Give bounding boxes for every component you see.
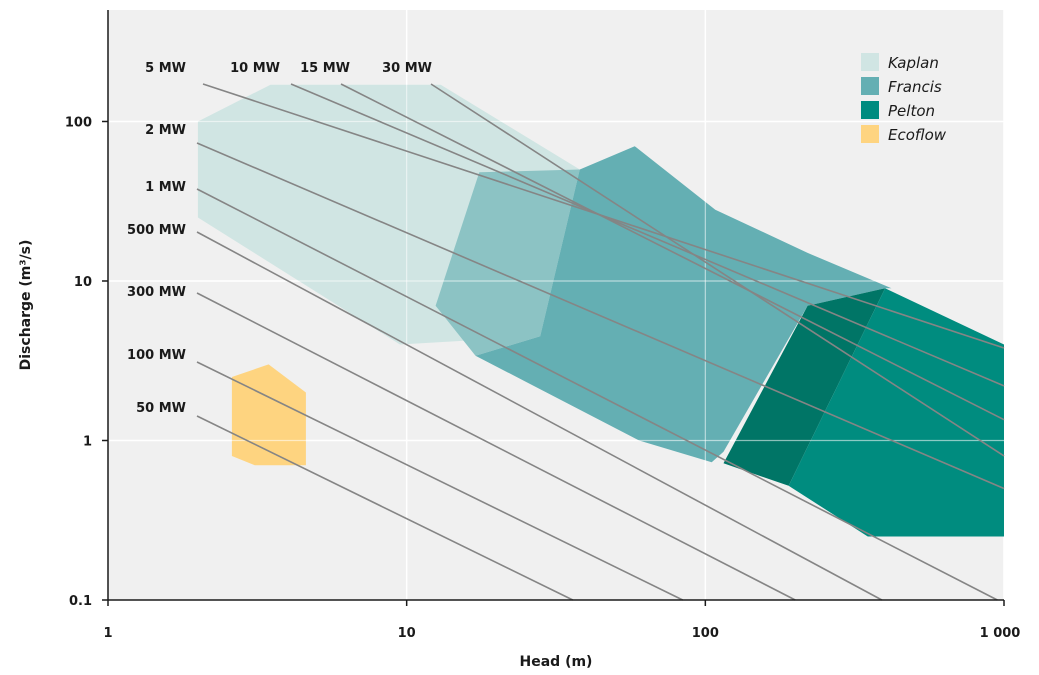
legend-swatch-kaplan — [861, 53, 879, 71]
legend: Kaplan Francis Pelton Ecoflow — [861, 53, 947, 144]
power-line-300-mw — [196, 292, 796, 601]
legend-swatch-pelton — [861, 101, 879, 119]
x-axis-title: Head (m) — [520, 654, 593, 670]
tick-labels: 1 10 100 1 000 0.1 1 10 100 — [65, 115, 1021, 641]
region-pelton — [788, 288, 1004, 537]
power-lines: 5 MW 10 MW 15 MW 30 MW 2 MW 1 MW 500 MW 300 MW 1… — [127, 61, 1005, 601]
power-line-label-100-mw: 100 MW — [127, 348, 186, 363]
y-tick-label: 100 — [65, 115, 92, 130]
y-tick-label: 0.1 — [69, 594, 92, 609]
power-line-500-mw — [196, 231, 883, 601]
legend-label-kaplan: Kaplan — [888, 54, 939, 72]
power-line-label-1-mw: 1 MW — [145, 180, 186, 195]
region-francis-pelton-overlap — [723, 288, 886, 486]
power-line-label-15-mw: 15 MW — [300, 61, 350, 76]
power-line-label-50-mw: 50 MW — [136, 401, 186, 416]
y-tick-label: 10 — [74, 275, 92, 290]
x-tick-label: 1 000 — [980, 626, 1021, 641]
region-kaplan-francis-overlap — [435, 169, 580, 356]
region-francis — [475, 146, 892, 463]
power-line-1-mw — [196, 188, 998, 601]
axes — [107, 10, 1004, 601]
power-line-2-mw — [196, 142, 1005, 490]
power-line-50-mw — [196, 415, 574, 601]
y-tick-label: 1 — [83, 434, 92, 449]
power-line-label-2-mw: 2 MW — [145, 123, 186, 138]
power-line-label-300-mw: 300 MW — [127, 285, 186, 300]
legend-label-pelton: Pelton — [888, 102, 935, 120]
power-line-label-10-mw: 10 MW — [230, 61, 280, 76]
y-axis-title: Discharge (m³/s) — [18, 240, 34, 371]
x-tick-label: 100 — [692, 626, 719, 641]
legend-label-ecoflow: Ecoflow — [888, 126, 947, 144]
power-line-10-mw — [290, 83, 1005, 387]
x-tick-label: 10 — [398, 626, 416, 641]
legend-swatch-francis — [861, 77, 879, 95]
power-line-30-mw — [430, 83, 1005, 457]
turbine-regions — [108, 10, 1004, 600]
power-line-15-mw — [340, 83, 1005, 421]
x-tick-label: 1 — [103, 626, 112, 641]
power-line-100-mw — [196, 361, 684, 601]
power-line-label-500-mw: 500 MW — [127, 223, 186, 238]
power-line-label-30-mw: 30 MW — [382, 61, 432, 76]
legend-swatch-ecoflow — [861, 125, 879, 143]
power-line-label-5-mw: 5 MW — [145, 61, 186, 76]
legend-label-francis: Francis — [888, 78, 942, 96]
